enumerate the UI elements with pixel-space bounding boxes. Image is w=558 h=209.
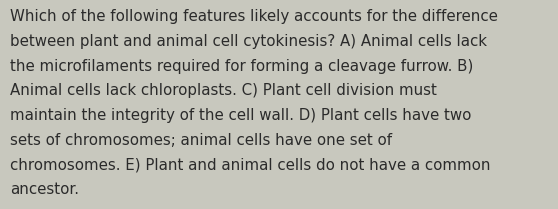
Text: the microfilaments required for forming a cleavage furrow. B): the microfilaments required for forming … — [10, 59, 473, 74]
Text: chromosomes. E) Plant and animal cells do not have a common: chromosomes. E) Plant and animal cells d… — [10, 157, 490, 172]
Text: sets of chromosomes; animal cells have one set of: sets of chromosomes; animal cells have o… — [10, 133, 392, 148]
Text: ancestor.: ancestor. — [10, 182, 79, 197]
Text: maintain the integrity of the cell wall. D) Plant cells have two: maintain the integrity of the cell wall.… — [10, 108, 472, 123]
Text: between plant and animal cell cytokinesis? A) Animal cells lack: between plant and animal cell cytokinesi… — [10, 34, 487, 49]
Text: Animal cells lack chloroplasts. C) Plant cell division must: Animal cells lack chloroplasts. C) Plant… — [10, 83, 437, 98]
Text: Which of the following features likely accounts for the difference: Which of the following features likely a… — [10, 9, 498, 24]
